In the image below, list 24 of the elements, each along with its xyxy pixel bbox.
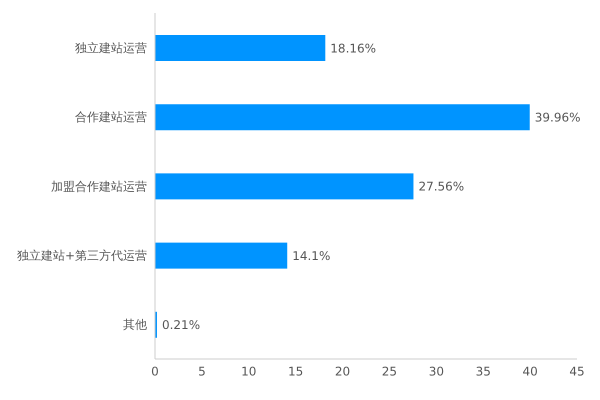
x-tick-label: 0 xyxy=(151,364,159,379)
y-tick-label: 独立建站+第三方代运营 xyxy=(16,248,147,262)
bar xyxy=(155,104,530,130)
x-tick-label: 45 xyxy=(569,364,585,379)
y-tick-label: 其他 xyxy=(123,318,147,332)
data-label: 27.56% xyxy=(418,180,464,194)
x-tick-label: 15 xyxy=(288,364,304,379)
data-label: 14.1% xyxy=(292,248,330,263)
x-tick-label: 40 xyxy=(522,364,538,379)
data-label: 39.96% xyxy=(534,110,580,124)
x-tick-label: 20 xyxy=(334,364,350,379)
x-tick-label: 5 xyxy=(198,364,206,379)
y-tick-label: 独立建站运营 xyxy=(75,40,147,55)
x-tick-label: 30 xyxy=(428,364,444,379)
data-label: 0.21% xyxy=(162,318,200,332)
bar xyxy=(155,242,288,269)
bar xyxy=(155,173,414,200)
x-tick-label: 10 xyxy=(241,364,256,379)
y-tick-label: 加盟合作建站运营 xyxy=(51,179,147,194)
x-tick-label: 25 xyxy=(382,364,398,379)
x-tick-label: 35 xyxy=(476,364,491,379)
y-tick-label: 合作建站运营 xyxy=(75,110,147,124)
bar xyxy=(155,35,326,61)
data-label: 18.16% xyxy=(330,41,376,56)
